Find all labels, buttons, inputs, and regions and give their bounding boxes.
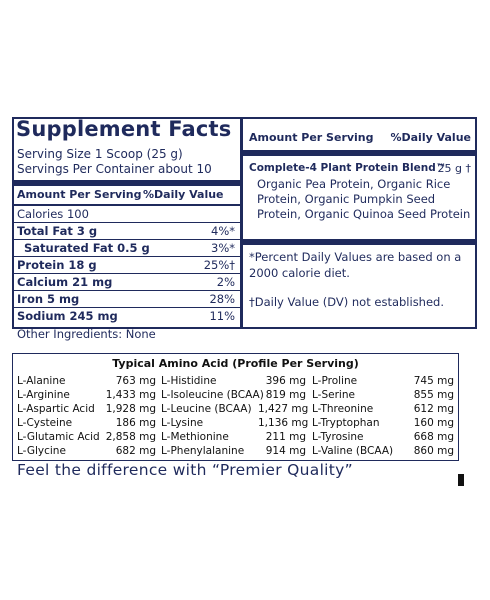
row-divider <box>14 290 240 291</box>
thick-divider <box>14 180 240 186</box>
amino-name: L-Threonine <box>312 403 374 415</box>
nutrient-dv: 3%* <box>211 241 235 255</box>
serving-size: Serving Size 1 Scoop (25 g) <box>17 147 183 161</box>
nutrient-label: Sodium 245 mg <box>17 309 118 323</box>
amino-amount: 1,136 mg <box>258 417 309 429</box>
amino-name: L-Alanine <box>17 375 66 387</box>
amino-name: L-Glycine <box>17 445 66 457</box>
amino-acid-title: Typical Amino Acid (Profile Per Serving) <box>112 357 359 370</box>
nutrient-dv: 28% <box>209 292 235 306</box>
panel-column-divider <box>240 119 243 327</box>
blend-ingredients: Organic Pea Protein, Organic Rice Protei… <box>257 177 471 221</box>
amino-name: L-Serine <box>312 389 355 401</box>
amino-amount: 186 mg <box>115 417 156 429</box>
amino-amount: 668 mg <box>413 431 454 443</box>
amino-amount: 763 mg <box>115 375 156 387</box>
row-divider <box>14 222 240 223</box>
amino-amount: 855 mg <box>413 389 454 401</box>
amino-name: L-Lysine <box>161 417 204 429</box>
percent-dv-note: *Percent Daily Values are based on a 200… <box>249 250 462 280</box>
amino-amount: 860 mg <box>413 445 454 457</box>
amino-name: L-Histidine <box>161 375 217 387</box>
nutrient-label: Total Fat 3 g <box>17 224 98 238</box>
nutrient-row-iron: Iron 5 mg 28% <box>17 292 237 306</box>
amino-amount: 612 mg <box>413 403 454 415</box>
amino-amount: 914 mg <box>265 445 306 457</box>
nutrient-row-saturated-fat: Saturated Fat 0.5 g 3%* <box>24 241 237 255</box>
nutrient-dv: 25%† <box>203 258 235 272</box>
amino-amount: 160 mg <box>413 417 454 429</box>
amino-amount: 745 mg <box>413 375 454 387</box>
nutrient-label: Saturated Fat 0.5 g <box>24 241 150 255</box>
amino-acid-panel <box>12 353 459 461</box>
amino-name: L-Glutamic Acid <box>17 431 100 443</box>
nutrient-row-total-fat: Total Fat 3 g 4%* <box>17 224 237 238</box>
amino-name: L-Tryptophan <box>312 417 380 429</box>
thick-divider <box>243 150 475 156</box>
amino-amount: 819 mg <box>265 389 306 401</box>
amino-name: L-Leucine (BCAA) <box>161 403 252 415</box>
nutrient-label: Calories 100 <box>17 207 89 221</box>
row-divider <box>14 256 240 257</box>
amino-name: L-Isoleucine (BCAA) <box>161 389 264 401</box>
amino-amount: 396 mg <box>265 375 306 387</box>
nutrient-row-sodium: Sodium 245 mg 11% <box>17 309 237 323</box>
amount-per-serving-header: Amount Per Serving <box>17 188 142 201</box>
nutrient-row-calcium: Calcium 21 mg 2% <box>17 275 237 289</box>
amino-name: L-Methionine <box>161 431 229 443</box>
nutrient-label: Protein 18 g <box>17 258 97 272</box>
amino-amount: 682 mg <box>115 445 156 457</box>
amino-name: L-Tyrosine <box>312 431 364 443</box>
amino-amount: 2,858 mg <box>105 431 156 443</box>
amino-name: L-Arginine <box>17 389 70 401</box>
nutrient-label: Calcium 21 mg <box>17 275 113 289</box>
amount-per-serving-header: Amount Per Serving <box>249 131 374 144</box>
amino-name: L-Aspartic Acid <box>17 403 95 415</box>
amino-name: L-Cysteine <box>17 417 73 429</box>
supplement-facts-panel <box>12 117 477 329</box>
header-divider <box>14 204 240 206</box>
amino-name: L-Valine (BCAA) <box>312 445 394 457</box>
nutrient-row-protein: Protein 18 g 25%† <box>17 258 237 272</box>
tagline: Feel the difference with “Premier Qualit… <box>17 461 353 479</box>
amino-name: L-Phenylalanine <box>161 445 245 457</box>
daily-value-header: %Daily Value <box>143 188 224 201</box>
blend-amount: 25 g † <box>437 162 471 175</box>
servings-per-container: Servings Per Container about 10 <box>17 162 212 176</box>
thick-divider <box>243 239 475 245</box>
nutrient-dv: 11% <box>209 309 235 323</box>
amino-name: L-Proline <box>312 375 358 387</box>
amino-amount: 1,427 mg <box>258 403 309 415</box>
row-divider <box>14 239 240 240</box>
nutrient-label: Iron 5 mg <box>17 292 80 306</box>
amino-amount: 1,433 mg <box>105 389 156 401</box>
row-divider <box>14 273 240 274</box>
nutrient-row-calories: Calories 100 <box>17 207 237 221</box>
amino-amount: 1,928 mg <box>105 403 156 415</box>
dv-not-established-note: †Daily Value (DV) not established. <box>249 295 445 309</box>
protein-blend-row: Complete-4 Plant Protein Blend™ 25 g † <box>249 162 471 175</box>
blend-name: Complete-4 Plant Protein Blend™ <box>249 162 447 174</box>
other-ingredients: Other Ingredients: None <box>17 327 156 341</box>
amino-amount: 211 mg <box>265 431 306 443</box>
end-mark <box>458 474 464 486</box>
right-header: Amount Per Serving %Daily Value <box>249 131 471 144</box>
nutrient-dv: 2% <box>216 275 235 289</box>
nutrient-dv: 4%* <box>211 224 235 238</box>
supplement-facts-title: Supplement Facts <box>16 117 232 141</box>
daily-value-header: %Daily Value <box>390 131 471 144</box>
row-divider <box>14 307 240 308</box>
